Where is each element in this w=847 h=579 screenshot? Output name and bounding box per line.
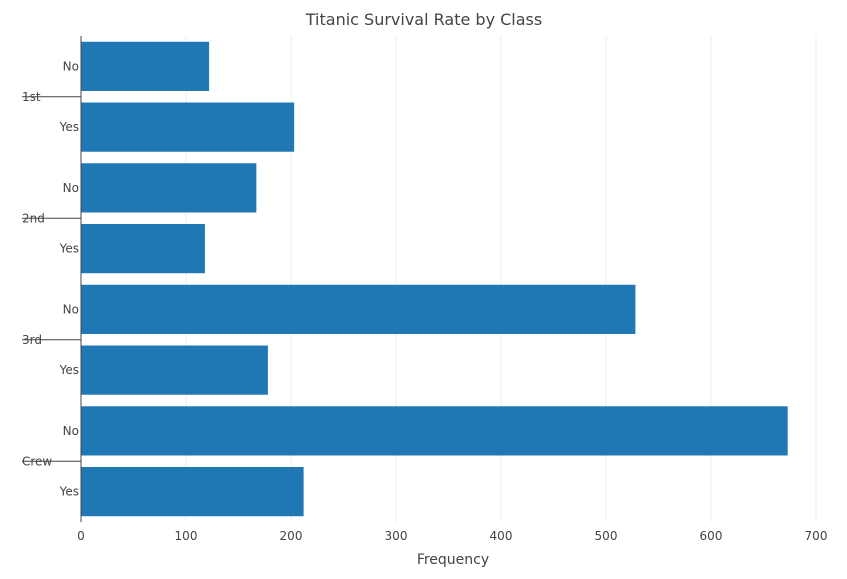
y-tick-label: No: [63, 181, 79, 195]
x-tick-label: 300: [385, 529, 408, 543]
x-tick-label: 500: [595, 529, 618, 543]
x-tick-label: 0: [77, 529, 85, 543]
x-axis-title: Frequency: [417, 552, 489, 568]
x-tick-label: 600: [700, 529, 723, 543]
x-axis: 0 100 200 300 400 500 600 700: [77, 529, 827, 543]
chart-title: Titanic Survival Rate by Class: [305, 10, 542, 29]
bar: [81, 41, 210, 91]
y-tick-label: Yes: [59, 120, 79, 134]
bar: [81, 163, 257, 213]
x-tick-label: 200: [280, 529, 303, 543]
bar: [81, 102, 295, 152]
bar: [81, 467, 304, 517]
bar: [81, 224, 205, 274]
y-group-label: 1st: [22, 90, 41, 104]
y-tick-label: Yes: [59, 363, 79, 377]
x-tick-label: 100: [175, 529, 198, 543]
y-axis: No Yes 1st No Yes 2nd No Yes 3rd No Yes Crew: [22, 36, 82, 522]
bar: [81, 406, 788, 456]
y-tick-label: No: [63, 424, 79, 438]
y-tick-label: No: [63, 59, 79, 73]
x-tick-label: 400: [490, 529, 513, 543]
y-group-label: 3rd: [22, 333, 42, 347]
x-tick-label: 700: [805, 529, 828, 543]
bars: [81, 41, 788, 517]
y-tick-label: Yes: [59, 242, 79, 256]
y-tick-label: No: [63, 302, 79, 316]
y-group-label: Crew: [22, 454, 52, 468]
y-tick-label: Yes: [59, 485, 79, 499]
bar: [81, 345, 268, 395]
bar: [81, 284, 636, 334]
y-group-label: 2nd: [22, 211, 45, 225]
